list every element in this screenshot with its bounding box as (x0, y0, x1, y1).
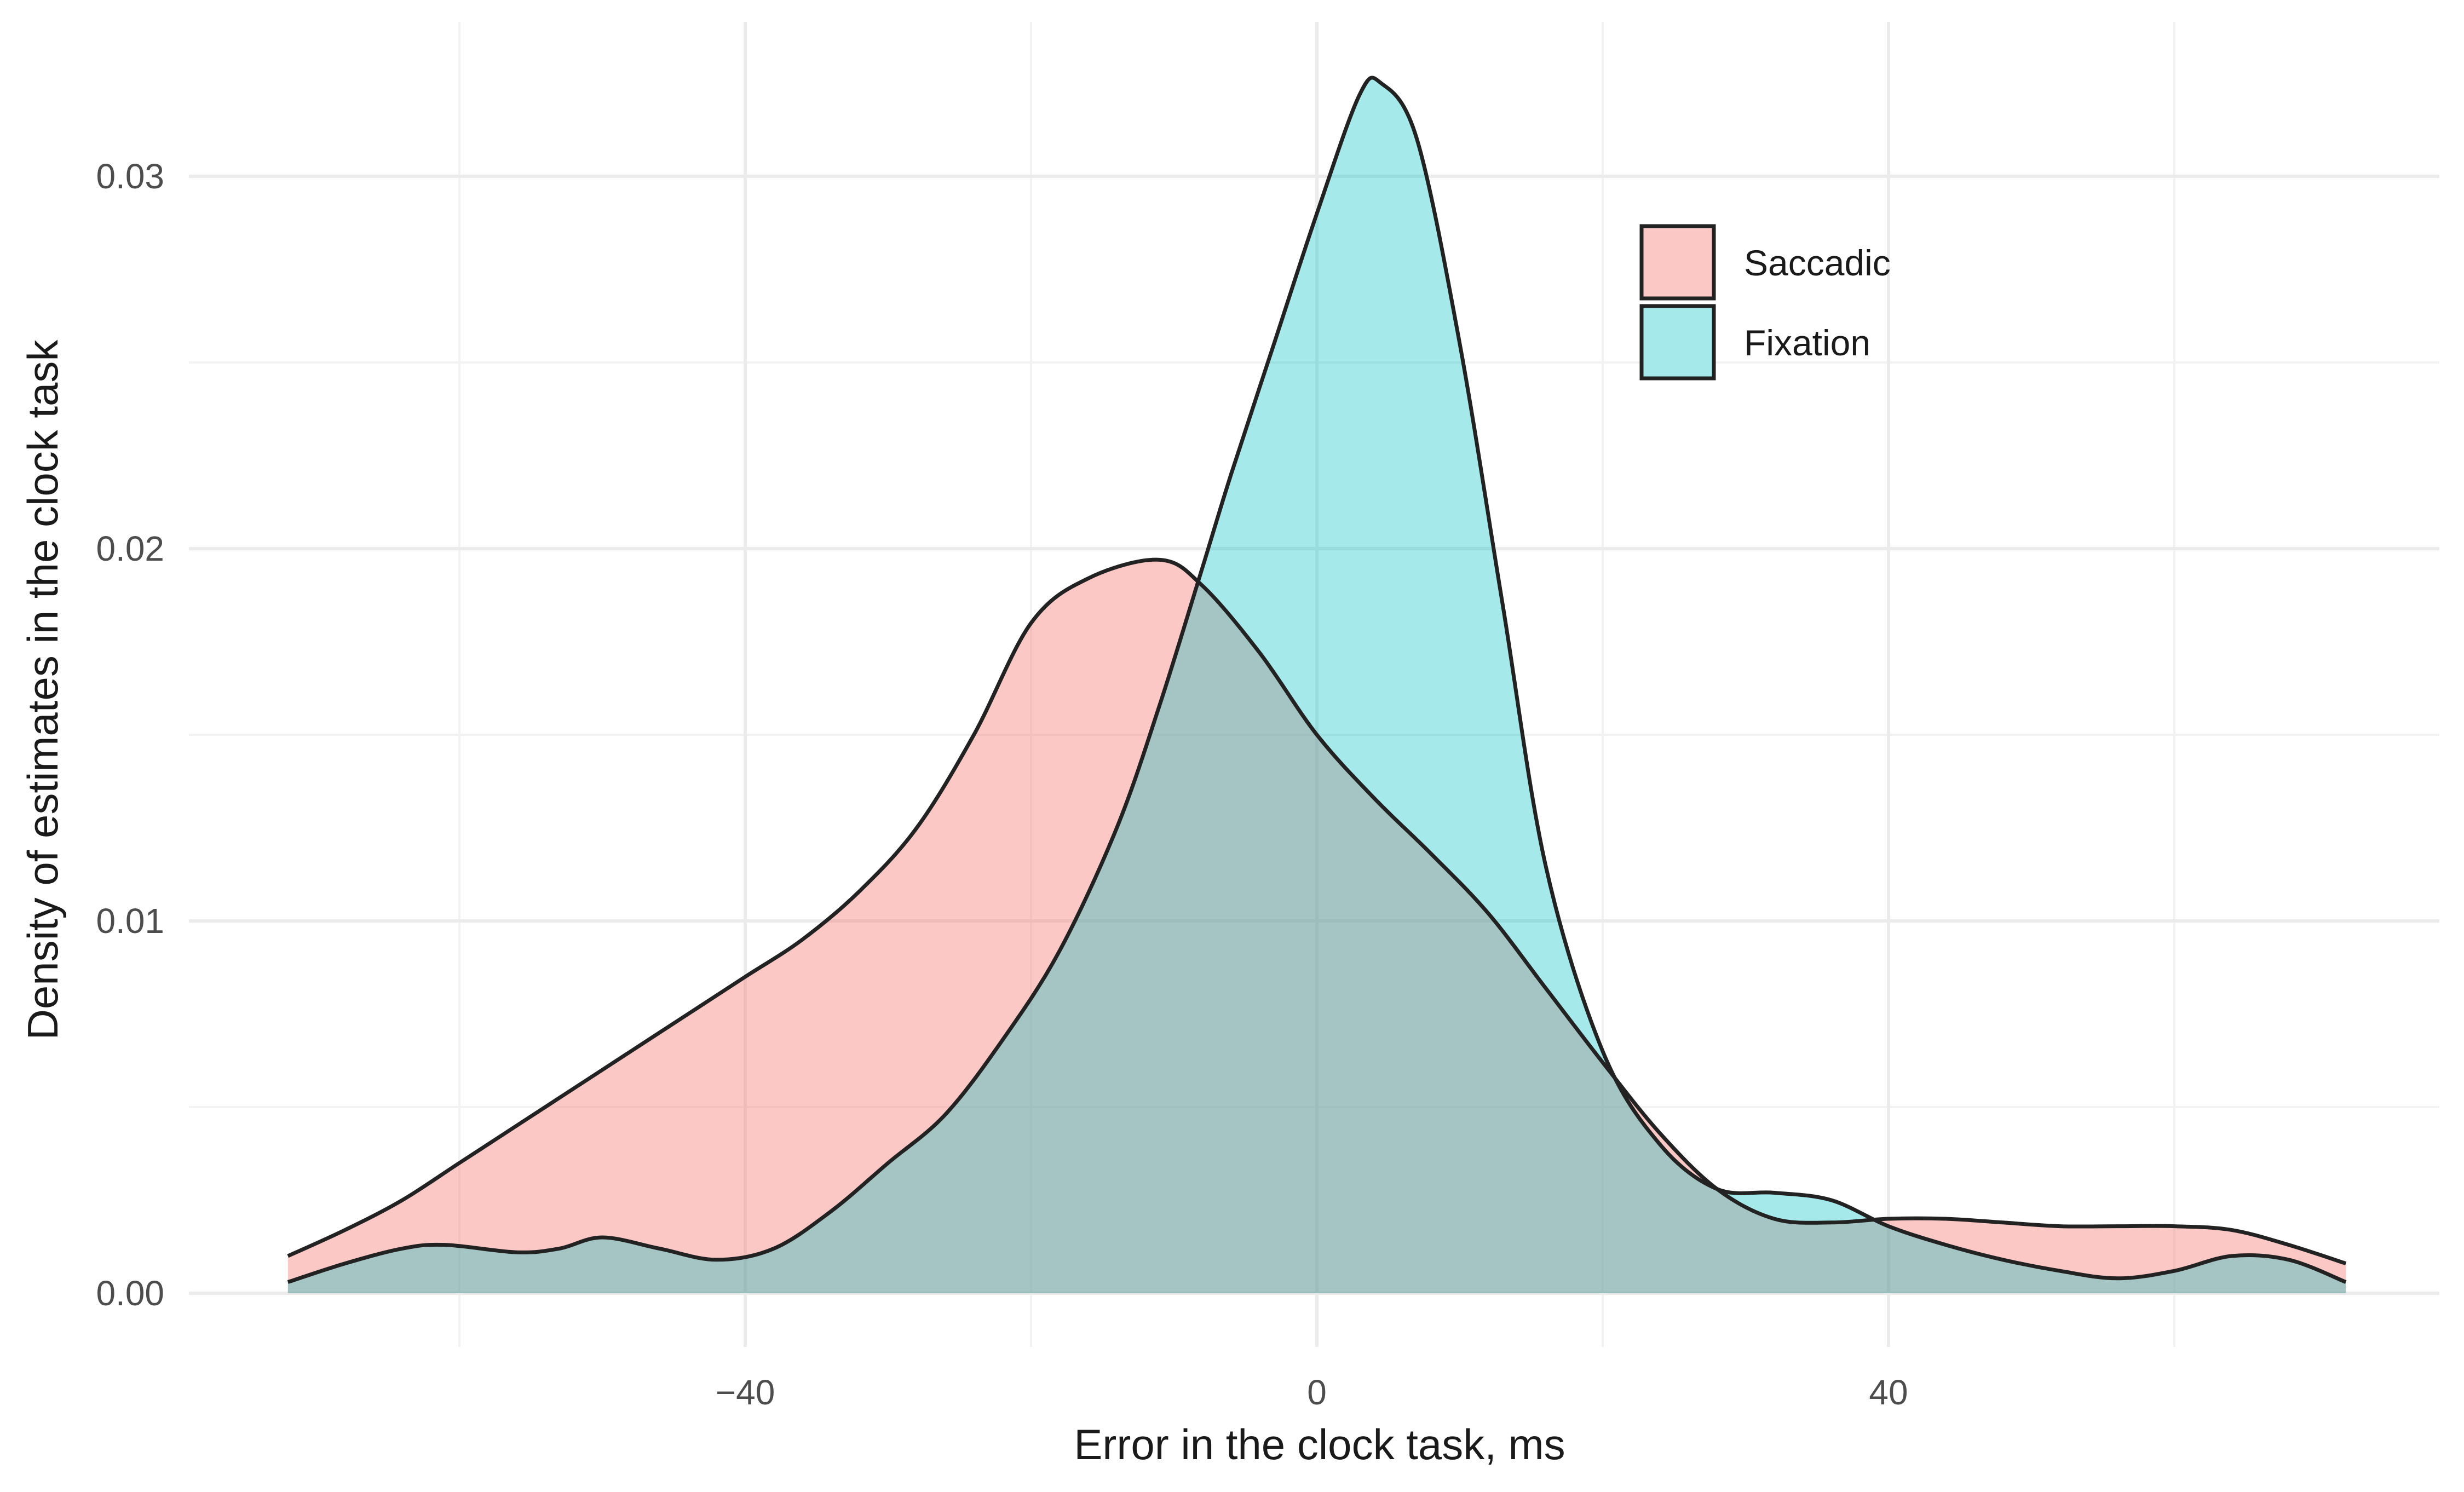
major-gridlines (189, 22, 2439, 1347)
saccadic-legend-key-bg (1642, 226, 1714, 298)
x-tick-label: 40 (1869, 1373, 1908, 1412)
density-lines (287, 76, 2347, 1284)
fixation-density-area (287, 77, 2346, 1294)
saccadic-legend-key (1639, 224, 1716, 301)
legend: Saccadic Fixation (1639, 224, 1891, 381)
saccadic-legend-label: Saccadic (1744, 243, 1891, 283)
fixation-legend-label: Fixation (1744, 322, 1870, 363)
x-axis-ticks: −40 0 40 (716, 1373, 1908, 1412)
y-axis-title: Density of estimates in the clock task (19, 339, 67, 1040)
fixation-density-line (287, 76, 2347, 1284)
saccadic-density-line (287, 557, 2347, 1265)
y-tick-label: 0.00 (96, 1274, 164, 1313)
x-tick-label: −40 (716, 1373, 775, 1412)
fixation-legend-key-bg (1642, 306, 1714, 378)
minor-gridlines (189, 22, 2439, 1347)
saccadic-density-area (287, 560, 2346, 1293)
y-tick-label: 0.03 (96, 157, 164, 196)
x-axis-title: Error in the clock task, ms (1074, 1420, 1565, 1468)
y-axis-ticks: 0.00 0.01 0.02 0.03 (96, 157, 164, 1313)
y-tick-label: 0.02 (96, 529, 164, 568)
x-tick-label: 0 (1307, 1373, 1327, 1412)
density-areas (287, 77, 2346, 1294)
y-tick-label: 0.01 (96, 901, 164, 941)
fixation-legend-key (1639, 304, 1716, 381)
